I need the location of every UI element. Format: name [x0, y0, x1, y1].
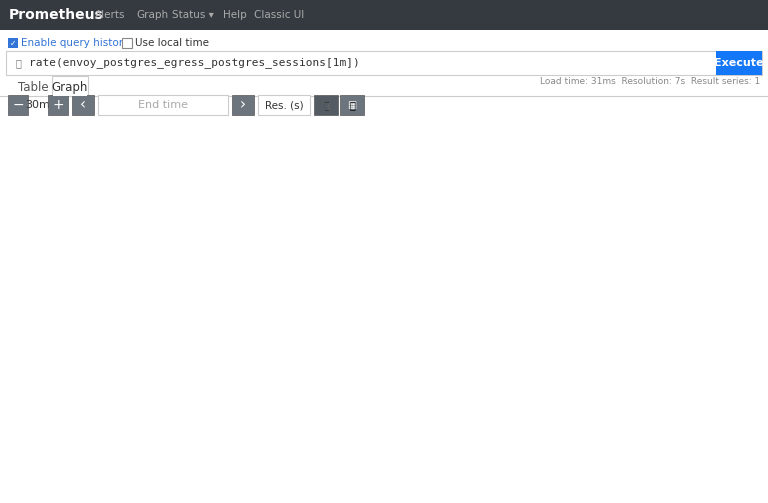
Text: Graph: Graph — [136, 10, 168, 20]
Text: 📈: 📈 — [323, 100, 329, 110]
Text: −: − — [12, 98, 24, 112]
Text: Enable query history: Enable query history — [21, 38, 129, 48]
Text: Prometheus: Prometheus — [9, 8, 104, 22]
Text: Res. (s): Res. (s) — [265, 100, 303, 110]
Bar — [52, 76, 88, 96]
Text: 30m: 30m — [25, 100, 51, 110]
Bar — [52, 453, 62, 465]
Bar — [48, 95, 68, 115]
Text: Status ▾: Status ▾ — [171, 10, 214, 20]
Text: {instance="localhost:8000", job="envoy"}: {instance="localhost:8000", job="envoy"} — [65, 454, 290, 464]
Text: ✓: ✓ — [10, 39, 16, 47]
Text: Execute: Execute — [714, 58, 763, 68]
Text: Load time: 31ms  Resolution: 7s  Result series: 1: Load time: 31ms Resolution: 7s Result se… — [540, 76, 760, 86]
Text: +: + — [52, 98, 64, 112]
Text: 🔍: 🔍 — [16, 58, 22, 68]
Text: Classic UI: Classic UI — [253, 10, 304, 20]
Text: End time: End time — [138, 100, 188, 110]
Text: Help: Help — [223, 10, 247, 20]
Text: Table: Table — [18, 80, 48, 94]
Text: rate(envoy_postgres_egress_postgres_sessions[1m]): rate(envoy_postgres_egress_postgres_sess… — [29, 57, 359, 68]
Bar — [0, 0, 768, 30]
Bar — [258, 95, 310, 115]
Bar — [314, 95, 338, 115]
Bar — [716, 51, 762, 75]
Text: 📊: 📊 — [349, 100, 355, 110]
Bar — [122, 38, 132, 48]
Bar — [8, 38, 18, 48]
Text: ⬛: ⬛ — [323, 100, 329, 110]
Text: ▦: ▦ — [347, 100, 356, 110]
Bar — [72, 95, 94, 115]
Text: Use local time: Use local time — [135, 38, 209, 48]
Bar — [232, 95, 254, 115]
Text: Alerts: Alerts — [95, 10, 125, 20]
Bar — [53, 94, 87, 96]
Text: ›: › — [240, 98, 246, 113]
Text: ‹: ‹ — [80, 98, 86, 113]
Bar — [8, 95, 28, 115]
Bar — [340, 95, 364, 115]
Bar — [98, 95, 228, 115]
Bar — [6, 51, 762, 75]
Text: Graph: Graph — [51, 80, 88, 94]
